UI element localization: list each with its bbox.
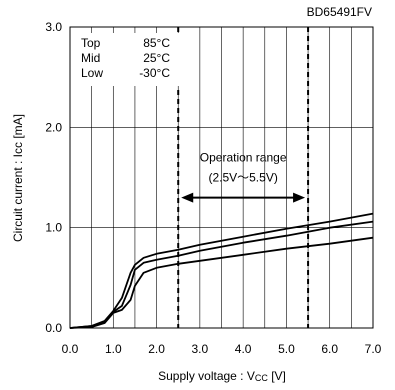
x-axis-label: Supply voltage : VCC [V] xyxy=(158,369,286,383)
x-tick-label: 5.0 xyxy=(278,342,295,356)
plot-frame xyxy=(69,26,374,329)
plot-border xyxy=(69,26,374,329)
x-tick-label: 4.0 xyxy=(235,342,252,356)
legend-box xyxy=(72,33,180,86)
legend-row-label: Mid xyxy=(81,51,100,65)
x-tick-labels: 0.0 1.0 2.0 3.0 4.0 5.0 6.0 7.0 xyxy=(62,342,382,356)
range-arrow-head-left xyxy=(181,192,194,203)
series-line-low xyxy=(69,236,374,329)
x-axis-label-sub: CC xyxy=(255,373,268,383)
x-tick-label: 2.0 xyxy=(148,342,165,356)
series-layer xyxy=(69,212,374,329)
annotation-layer: Operation range (2.5V～5.5V) xyxy=(177,27,310,328)
range-arrow-head-right xyxy=(293,192,306,203)
x-tick-label: 0.0 xyxy=(62,342,79,356)
x-tick-label: 7.0 xyxy=(365,342,382,356)
legend: Top 85°C Mid 25°C Low -30°C xyxy=(72,33,180,86)
x-tick-label: 1.0 xyxy=(105,342,122,356)
y-tick-labels: 0.0 1.0 2.0 3.0 xyxy=(45,20,62,335)
x-axis-label-main: Supply voltage : V xyxy=(158,369,255,383)
x-tick-label: 6.0 xyxy=(321,342,338,356)
y-axis-label: Circuit current : Icc [mA] xyxy=(11,114,25,242)
operation-range-values: (2.5V～5.5V) xyxy=(208,171,277,185)
x-tick-label: 3.0 xyxy=(192,342,209,356)
legend-row-value: 85°C xyxy=(143,36,170,50)
operation-range-label: Operation range xyxy=(200,150,287,164)
legend-row-label: Low xyxy=(81,66,103,80)
y-tick-label: 0.0 xyxy=(45,321,62,335)
y-tick-label: 2.0 xyxy=(45,120,62,134)
part-number: BD65491FV xyxy=(307,5,372,19)
y-tick-label: 3.0 xyxy=(45,20,62,34)
x-axis-label-unit: [V] xyxy=(268,369,286,383)
legend-row-value: 25°C xyxy=(143,51,170,65)
legend-row-value: -30°C xyxy=(139,66,170,80)
y-tick-label: 1.0 xyxy=(45,221,62,235)
legend-row-label: Top xyxy=(81,36,101,50)
